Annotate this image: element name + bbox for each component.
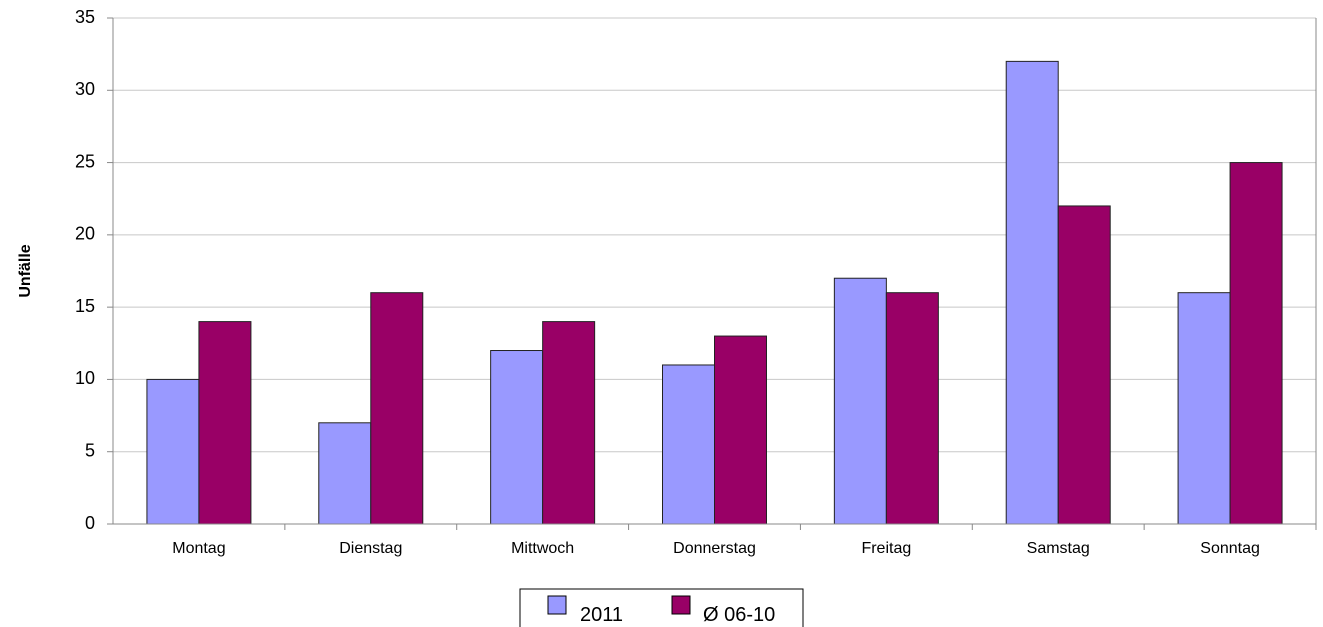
bar-2011-freitag (833, 277, 887, 525)
legend: 2011 Ø 06-10 (519, 588, 804, 627)
legend-swatch-2011 (547, 595, 567, 615)
x-tick-label: Montag (172, 540, 225, 557)
bar-avg-donnerstag (714, 335, 767, 525)
y-axis-title: Unfälle (17, 244, 34, 297)
bar-avg-mittwoch (542, 321, 596, 525)
x-tick-label: Samstag (1027, 540, 1090, 557)
axes (112, 18, 1317, 525)
bar-2011-dienstag (318, 422, 372, 525)
x-tick-label: Mittwoch (511, 540, 574, 557)
legend-label-2011: 2011 (580, 604, 623, 626)
y-tick-label: 15 (75, 296, 95, 316)
bar-avg-sonntag (1229, 162, 1283, 525)
y-tick-label: 5 (85, 440, 95, 460)
y-tick-label: 30 (75, 79, 95, 99)
bar-2011-sonntag (1177, 292, 1231, 525)
bars (146, 60, 1283, 525)
y-tick-label: 0 (85, 513, 95, 533)
bar-avg-montag (198, 321, 252, 525)
x-tick-label: Freitag (861, 540, 911, 557)
y-tick-label: 25 (75, 151, 95, 171)
y-tick-label: 10 (75, 368, 95, 388)
gridlines (113, 17, 1316, 453)
x-tick-label: Donnerstag (673, 540, 756, 557)
bar-avg-dienstag (370, 292, 424, 525)
bar-2011-samstag (1005, 60, 1059, 525)
legend-label-avg: Ø 06-10 (703, 604, 775, 626)
y-tick-label: 35 (75, 7, 95, 27)
bar-2011-montag (146, 378, 200, 525)
x-tick-label: Dienstag (339, 540, 402, 557)
y-tick-labels: 0 5 10 15 20 25 30 35 (75, 7, 113, 533)
bar-avg-samstag (1057, 205, 1111, 525)
x-tick-labels: Montag Dienstag Mittwoch Donnerstag Freitag S… (172, 524, 1317, 557)
bar-2011-mittwoch (490, 350, 544, 525)
legend-swatch-avg (671, 595, 691, 615)
bar-avg-freitag (885, 292, 939, 525)
x-tick-label: Sonntag (1200, 540, 1260, 557)
bar-2011-donnerstag (662, 364, 715, 525)
y-tick-label: 20 (75, 224, 95, 244)
legend-box (519, 588, 804, 627)
